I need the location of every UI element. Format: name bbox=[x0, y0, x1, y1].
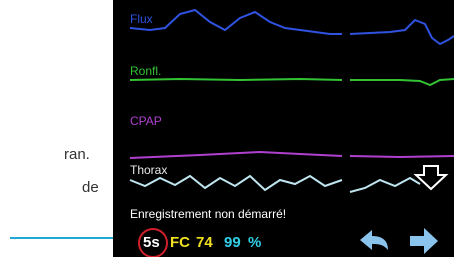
status-text: Enregistrement non démarré! bbox=[130, 207, 286, 221]
cpap-wave bbox=[350, 156, 454, 157]
hr-value: 74 bbox=[196, 234, 213, 251]
ronfl-wave bbox=[130, 79, 342, 80]
channel-label: CPAP bbox=[130, 114, 162, 128]
channel-label: Thorax bbox=[130, 163, 167, 177]
hr-label: FC bbox=[170, 234, 190, 251]
side-text: ran. bbox=[64, 146, 90, 163]
side-text: de bbox=[82, 179, 99, 196]
spo2-value: 99 bbox=[224, 234, 241, 251]
channel-label: Flux bbox=[130, 12, 153, 26]
spo2-unit: % bbox=[248, 234, 261, 251]
interval-text: 5s bbox=[143, 234, 160, 251]
screenshot: ran. de Flux Ronfl. CPAP Thorax Enregist… bbox=[0, 0, 454, 257]
page: ran. de Flux Ronfl. CPAP Thorax Enregist… bbox=[0, 0, 454, 257]
channel-label: Ronfl. bbox=[130, 64, 161, 78]
